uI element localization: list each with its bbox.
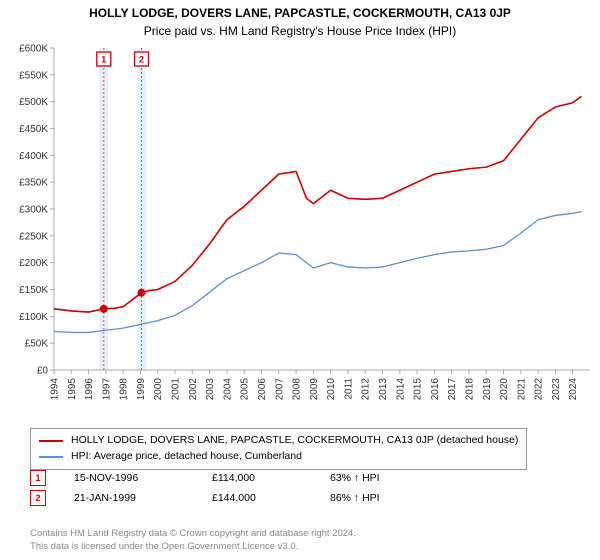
series-hpi (54, 212, 581, 333)
y-tick-label: £600K (19, 44, 48, 55)
main-title: HOLLY LODGE, DOVERS LANE, PAPCASTLE, COC… (0, 6, 600, 20)
y-tick-label: £250K (19, 231, 48, 242)
footer-line2: This data is licensed under the Open Gov… (30, 541, 356, 554)
x-tick-label: 2004 (222, 378, 233, 401)
sale-marker: 2 (30, 490, 46, 506)
y-tick-label: £450K (19, 124, 48, 135)
x-tick-label: 1996 (84, 378, 95, 401)
x-tick-label: 2021 (516, 378, 527, 401)
x-tick-label: 2022 (534, 378, 545, 401)
legend-label: HPI: Average price, detached house, Cumb… (71, 449, 302, 465)
sale-hpi-ratio: 86% ↑ HPI (330, 492, 380, 504)
annotation-marker-label: 1 (101, 55, 106, 65)
x-tick-label: 1999 (136, 378, 147, 401)
sale-price: £144,000 (212, 492, 302, 504)
series-property (54, 96, 581, 312)
footer: Contains HM Land Registry data © Crown c… (30, 528, 356, 554)
x-tick-label: 1995 (67, 378, 78, 401)
x-tick-label: 2003 (205, 378, 216, 401)
x-tick-label: 2018 (464, 378, 475, 401)
y-tick-label: £550K (19, 70, 48, 81)
y-tick-label: £200K (19, 258, 48, 269)
x-tick-label: 2013 (378, 378, 389, 401)
x-tick-label: 2023 (551, 378, 562, 401)
y-tick-label: £300K (19, 205, 48, 216)
series-marker (100, 305, 108, 313)
chart-area: 1 2 £0 £50K £100K £150K £200K £250K £300K £350K £4… (0, 42, 600, 422)
legend: HOLLY LODGE, DOVERS LANE, PAPCASTLE, COC… (30, 428, 527, 470)
x-tick-label: 2000 (153, 378, 164, 401)
legend-swatch (39, 456, 63, 458)
sale-row: 1 15-NOV-1996 £114,000 63% ↑ HPI (30, 470, 380, 486)
x-tick-label: 2012 (361, 378, 372, 401)
x-tick-label: 2020 (499, 378, 510, 401)
sale-events: 1 15-NOV-1996 £114,000 63% ↑ HPI 2 21-JAN-199… (30, 470, 380, 510)
y-tick-label: £400K (19, 151, 48, 162)
y-tick-label: £50K (25, 339, 49, 350)
x-tick-label: 2002 (188, 378, 199, 401)
y-tick-label: £150K (19, 285, 48, 296)
x-tick-label: 1994 (50, 378, 61, 401)
y-tick-label: £0 (37, 366, 49, 377)
sub-title: Price paid vs. HM Land Registry's House … (0, 24, 600, 38)
x-tick-label: 2017 (447, 378, 458, 401)
y-tick-label: £350K (19, 178, 48, 189)
title-block: HOLLY LODGE, DOVERS LANE, PAPCASTLE, COC… (0, 0, 600, 38)
x-tick-label: 1998 (119, 378, 130, 401)
annotation-marker-label: 2 (139, 55, 144, 65)
sale-marker: 1 (30, 470, 46, 486)
x-tick-label: 2008 (292, 378, 303, 401)
sale-hpi-ratio: 63% ↑ HPI (330, 472, 380, 484)
x-tick-label: 2010 (326, 378, 337, 401)
x-tick-label: 2011 (343, 378, 354, 400)
legend-swatch (39, 440, 63, 442)
x-tick-label: 2019 (482, 378, 493, 401)
x-tick-label: 2001 (171, 378, 182, 401)
legend-label: HOLLY LODGE, DOVERS LANE, PAPCASTLE, COC… (71, 433, 518, 449)
x-tick-label: 2007 (274, 378, 285, 401)
legend-row: HPI: Average price, detached house, Cumb… (39, 449, 518, 465)
chart-container: HOLLY LODGE, DOVERS LANE, PAPCASTLE, COC… (0, 0, 600, 560)
sale-date: 15-NOV-1996 (74, 472, 184, 484)
series-marker (137, 289, 145, 297)
x-tick-label: 2015 (413, 378, 424, 401)
y-tick-label: £100K (19, 312, 48, 323)
x-tick-label: 1997 (101, 378, 112, 401)
x-tick-label: 2009 (309, 378, 320, 401)
x-tick-label: 2024 (568, 378, 579, 401)
x-tick-label: 2016 (430, 378, 441, 401)
chart-svg: 1 2 £0 £50K £100K £150K £200K £250K £300K £350K £4… (0, 42, 600, 422)
x-tick-label: 2006 (257, 378, 268, 401)
y-tick-label: £500K (19, 97, 48, 108)
legend-row: HOLLY LODGE, DOVERS LANE, PAPCASTLE, COC… (39, 433, 518, 449)
sale-row: 2 21-JAN-1999 £144,000 86% ↑ HPI (30, 490, 380, 506)
x-tick-label: 2005 (240, 378, 251, 401)
footer-line1: Contains HM Land Registry data © Crown c… (30, 528, 356, 541)
sale-date: 21-JAN-1999 (74, 492, 184, 504)
sale-price: £114,000 (212, 472, 302, 484)
x-tick-label: 2014 (395, 378, 406, 401)
